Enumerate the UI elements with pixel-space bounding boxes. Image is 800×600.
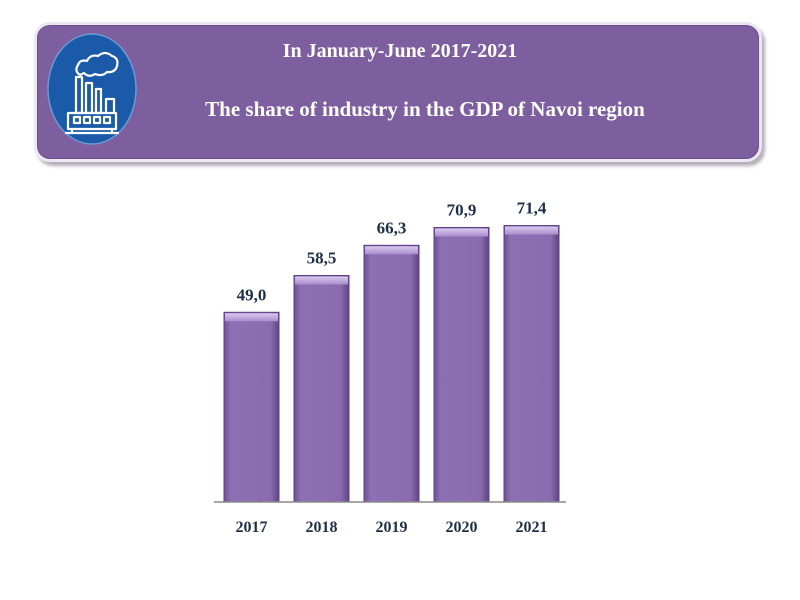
category-label-2020: 2020 bbox=[446, 519, 478, 536]
bar-2020 bbox=[433, 226, 490, 503]
category-label-2018: 2018 bbox=[306, 519, 338, 536]
value-label-2019: 66,3 bbox=[377, 218, 407, 237]
value-label-2020: 70,9 bbox=[447, 200, 477, 219]
title-line-1: In January-June 2017-2021 bbox=[282, 40, 518, 62]
bar-cap-2020 bbox=[435, 228, 488, 237]
category-label-2019: 2019 bbox=[376, 519, 408, 536]
bar-cap-2019 bbox=[365, 246, 418, 255]
category-label-2021: 2021 bbox=[516, 519, 548, 536]
bar-2019 bbox=[363, 244, 420, 503]
factory-icon bbox=[46, 33, 138, 145]
bar-cap-2017 bbox=[225, 313, 278, 322]
title-line-2: The share of industry in the GDP of Navo… bbox=[205, 97, 645, 121]
value-label-2017: 49,0 bbox=[237, 285, 267, 304]
bar-cap-2018 bbox=[295, 276, 348, 285]
value-label-2018: 58,5 bbox=[307, 249, 337, 268]
value-label-2021: 71,4 bbox=[517, 199, 547, 218]
bar-2017 bbox=[223, 311, 280, 503]
bar-cap-2021 bbox=[505, 226, 558, 235]
title-banner bbox=[34, 22, 762, 162]
bar-2021 bbox=[503, 225, 560, 503]
bar-2018 bbox=[293, 275, 350, 503]
category-label-2017: 2017 bbox=[236, 519, 268, 536]
